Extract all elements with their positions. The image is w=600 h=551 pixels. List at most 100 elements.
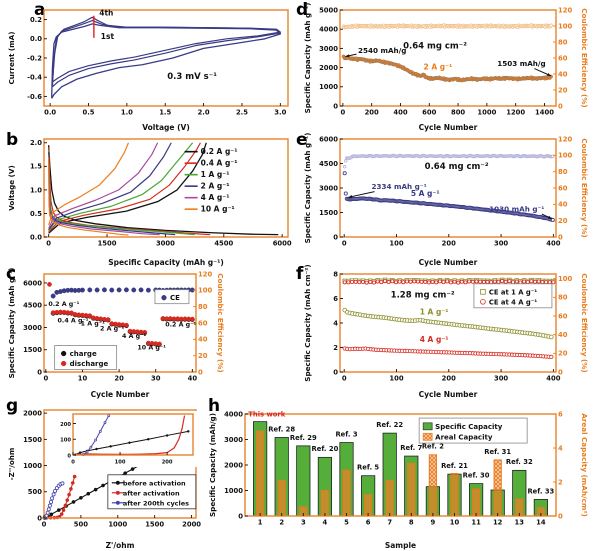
svg-text:1200: 1200 bbox=[506, 109, 525, 117]
svg-text:1500: 1500 bbox=[23, 436, 42, 444]
svg-text:800: 800 bbox=[451, 109, 465, 117]
svg-text:2 A g⁻¹: 2 A g⁻¹ bbox=[100, 325, 124, 332]
svg-text:Coulombic Efficiency (%): Coulombic Efficiency (%) bbox=[580, 138, 589, 237]
svg-text:Ref. 21: Ref. 21 bbox=[441, 462, 468, 470]
svg-text:13: 13 bbox=[515, 519, 525, 527]
svg-text:1030 mAh g⁻¹: 1030 mAh g⁻¹ bbox=[489, 205, 544, 214]
svg-text:Areal Capacity (mAh/cm²): Areal Capacity (mAh/cm²) bbox=[580, 413, 589, 517]
svg-text:4: 4 bbox=[333, 319, 338, 327]
svg-text:0: 0 bbox=[558, 233, 563, 241]
svg-text:1st: 1st bbox=[101, 32, 115, 41]
eis-inset-chart: 0 100 200 0 100 200 bbox=[57, 411, 197, 467]
svg-text:Specific Capacity (mAh/g): Specific Capacity (mAh/g) bbox=[208, 413, 217, 517]
svg-text:charge: charge bbox=[70, 350, 97, 358]
svg-text:500: 500 bbox=[28, 488, 42, 496]
svg-text:100: 100 bbox=[389, 240, 403, 248]
svg-text:120: 120 bbox=[198, 270, 212, 278]
svg-text:3000: 3000 bbox=[23, 324, 42, 332]
svg-text:0.5: 0.5 bbox=[30, 210, 42, 218]
svg-text:0: 0 bbox=[558, 102, 563, 110]
svg-text:0.4 A g⁻¹: 0.4 A g⁻¹ bbox=[58, 318, 89, 325]
svg-text:Ref. 30: Ref. 30 bbox=[463, 471, 490, 479]
svg-text:Specific Capacity: Specific Capacity bbox=[435, 423, 503, 431]
svg-text:0: 0 bbox=[341, 109, 346, 117]
svg-text:4500: 4500 bbox=[319, 160, 338, 168]
svg-text:4500: 4500 bbox=[214, 240, 233, 248]
svg-text:5000: 5000 bbox=[319, 6, 338, 14]
svg-text:Cycle Number: Cycle Number bbox=[419, 390, 478, 399]
bar-areal-capacity bbox=[385, 479, 394, 517]
svg-text:100: 100 bbox=[115, 460, 126, 466]
svg-text:0.2 A g⁻¹: 0.2 A g⁻¹ bbox=[165, 322, 196, 329]
svg-text:100: 100 bbox=[198, 287, 212, 295]
svg-text:80: 80 bbox=[558, 38, 568, 46]
svg-text:8: 8 bbox=[409, 519, 414, 527]
svg-text:1000: 1000 bbox=[108, 521, 127, 529]
bar-areal-capacity bbox=[428, 454, 438, 517]
svg-text:400: 400 bbox=[546, 375, 560, 383]
svg-text:2.0: 2.0 bbox=[30, 139, 42, 147]
panel-h-comparison-bar-chart: 1 2 3 4 5 6 7 8 9 10 11 12 13 14010002000300040000246… bbox=[208, 410, 589, 550]
svg-text:200: 200 bbox=[365, 109, 379, 117]
svg-text:4 A g⁻¹: 4 A g⁻¹ bbox=[420, 335, 449, 344]
svg-text:20: 20 bbox=[558, 350, 568, 358]
svg-text:-0.6: -0.6 bbox=[27, 93, 42, 101]
svg-text:12: 12 bbox=[493, 519, 503, 527]
svg-text:4000: 4000 bbox=[224, 410, 243, 418]
svg-text:0: 0 bbox=[71, 460, 75, 466]
svg-text:10 A g⁻¹: 10 A g⁻¹ bbox=[137, 344, 166, 351]
svg-text:Voltage (V): Voltage (V) bbox=[7, 165, 16, 211]
svg-text:14: 14 bbox=[536, 519, 546, 527]
svg-text:6000: 6000 bbox=[319, 135, 338, 143]
svg-text:5: 5 bbox=[344, 519, 349, 527]
svg-text:Ref. 29: Ref. 29 bbox=[290, 434, 317, 442]
svg-text:after 200th cycles: after 200th cycles bbox=[123, 499, 189, 507]
svg-text:0.0: 0.0 bbox=[30, 35, 42, 43]
svg-text:20: 20 bbox=[558, 86, 568, 94]
series-capacity-5Ag bbox=[342, 171, 555, 223]
series-charge-10 bbox=[48, 142, 130, 226]
svg-text:2000: 2000 bbox=[319, 64, 338, 72]
svg-text:Cycle Number: Cycle Number bbox=[419, 123, 478, 132]
svg-text:before activation: before activation bbox=[123, 479, 186, 487]
svg-text:Cycle Number: Cycle Number bbox=[419, 258, 478, 267]
svg-text:400: 400 bbox=[393, 109, 407, 117]
panel-b-charge-discharge-chart: 0 1500 3000 4500 6000 0.0 0.5 1.0 1.5 2.0 Specific… bbox=[7, 138, 292, 267]
svg-text:20: 20 bbox=[114, 375, 124, 383]
panel-label-d: d bbox=[296, 0, 309, 20]
svg-text:Z'/ohm: Z'/ohm bbox=[106, 541, 135, 550]
bar-areal-capacity bbox=[277, 479, 286, 517]
svg-text:1 A g⁻¹: 1 A g⁻¹ bbox=[420, 307, 449, 316]
svg-text:100: 100 bbox=[558, 22, 572, 30]
svg-text:2000: 2000 bbox=[224, 461, 243, 469]
svg-text:4 A g⁻¹: 4 A g⁻¹ bbox=[201, 193, 230, 202]
svg-text:2.0: 2.0 bbox=[198, 109, 210, 117]
svg-text:2: 2 bbox=[279, 519, 284, 527]
svg-text:0: 0 bbox=[333, 233, 338, 241]
svg-text:2: 2 bbox=[558, 478, 563, 486]
svg-text:1400: 1400 bbox=[535, 109, 554, 117]
bar-areal-capacity bbox=[320, 490, 330, 517]
svg-text:40: 40 bbox=[198, 336, 208, 344]
svg-text:0: 0 bbox=[558, 512, 563, 520]
svg-text:CE: CE bbox=[170, 294, 180, 302]
svg-text:Ref. 3: Ref. 3 bbox=[335, 430, 357, 438]
svg-text:3000: 3000 bbox=[224, 436, 243, 444]
series-after-activation bbox=[42, 474, 77, 520]
svg-text:40: 40 bbox=[558, 201, 568, 209]
svg-text:Cycle Number: Cycle Number bbox=[91, 390, 150, 399]
svg-text:Ref. 32: Ref. 32 bbox=[506, 458, 533, 466]
svg-text:100: 100 bbox=[558, 152, 572, 160]
svg-text:200: 200 bbox=[442, 375, 456, 383]
svg-text:0.2: 0.2 bbox=[30, 16, 42, 24]
svg-text:2 A g⁻¹: 2 A g⁻¹ bbox=[423, 63, 452, 72]
bar-areal-capacity bbox=[407, 462, 416, 517]
svg-text:4: 4 bbox=[558, 444, 563, 452]
svg-text:-0.2: -0.2 bbox=[27, 54, 42, 62]
svg-text:Ref. 7: Ref. 7 bbox=[400, 444, 422, 452]
svg-text:5 A g⁻¹: 5 A g⁻¹ bbox=[411, 189, 440, 198]
svg-text:4000: 4000 bbox=[319, 26, 338, 34]
svg-text:CE at 1 A g⁻¹: CE at 1 A g⁻¹ bbox=[489, 288, 537, 296]
series-coulombic-efficiency bbox=[343, 153, 555, 169]
